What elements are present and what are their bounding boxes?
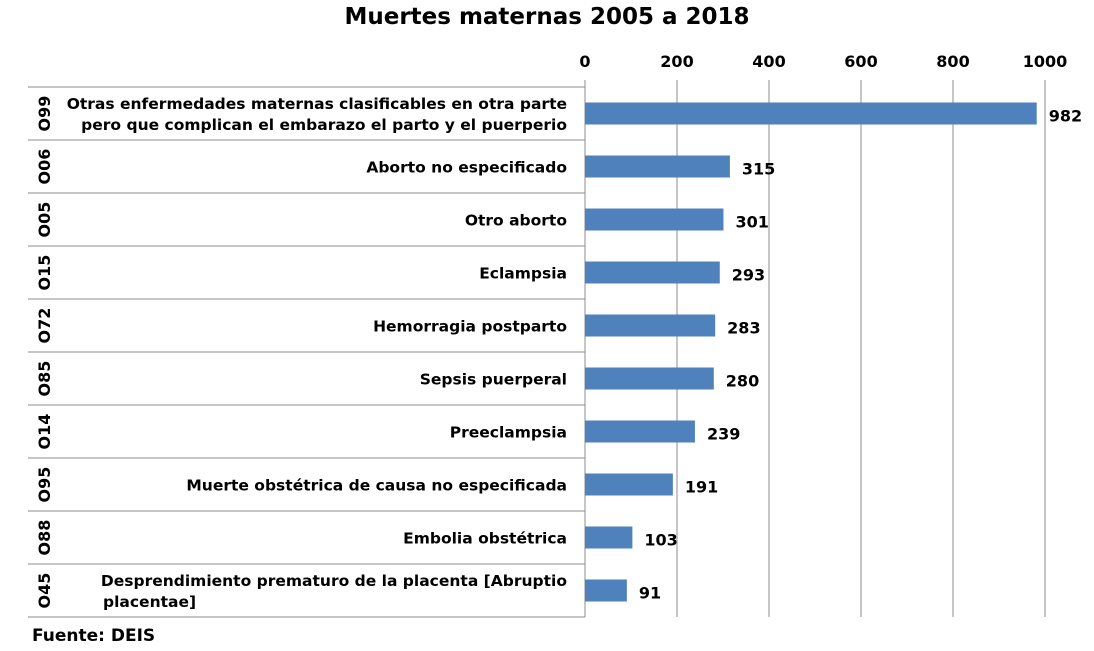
category-label: pero que complican el embarazo el parto … xyxy=(81,116,567,134)
category-code: O72 xyxy=(35,308,54,344)
category-code: O45 xyxy=(35,573,54,609)
data-label: 283 xyxy=(727,319,760,338)
category-label: Otro aborto xyxy=(465,212,567,230)
category-label: Aborto no especificado xyxy=(366,159,567,177)
category-label: Hemorragia postparto xyxy=(373,318,567,336)
bar xyxy=(585,420,695,443)
category-code: O88 xyxy=(35,520,54,556)
category-label: Sepsis puerperal xyxy=(420,371,567,389)
category-label: Muerte obstétrica de causa no especifica… xyxy=(186,477,567,495)
data-label: 301 xyxy=(735,213,768,232)
category-code: O85 xyxy=(35,361,54,397)
bar xyxy=(585,473,673,496)
x-tick-label: 800 xyxy=(936,52,969,71)
category-label: placentae] xyxy=(103,593,196,611)
data-label: 191 xyxy=(685,478,718,497)
x-tick-label: 600 xyxy=(844,52,877,71)
category-code: O95 xyxy=(35,467,54,503)
category-code: O15 xyxy=(35,255,54,291)
category-label: Embolia obstétrica xyxy=(403,530,567,548)
bar xyxy=(585,208,724,231)
category-code: O06 xyxy=(35,149,54,185)
category-code: O05 xyxy=(35,202,54,238)
bar xyxy=(585,579,627,602)
bar xyxy=(585,526,633,549)
category-label: Otras enfermedades maternas clasificable… xyxy=(67,95,567,113)
data-label: 293 xyxy=(732,266,765,285)
category-code: O14 xyxy=(35,414,54,450)
data-label: 982 xyxy=(1049,107,1082,126)
x-tick-label: 0 xyxy=(579,52,590,71)
x-tick-label: 200 xyxy=(660,52,693,71)
data-label: 280 xyxy=(726,372,759,391)
data-label: 239 xyxy=(707,425,740,444)
bar xyxy=(585,367,714,390)
category-label: Preeclampsia xyxy=(450,424,567,442)
category-label: Desprendimiento prematuro de la placenta… xyxy=(101,572,567,590)
data-label: 91 xyxy=(639,584,661,603)
x-tick-label: 400 xyxy=(752,52,785,71)
data-label: 315 xyxy=(742,160,775,179)
source-note: Fuente: DEIS xyxy=(32,626,156,646)
x-tick-label: 1000 xyxy=(1023,52,1068,71)
category-label: Eclampsia xyxy=(479,265,567,283)
bar xyxy=(585,314,716,337)
chart-title: Muertes maternas 2005 a 2018 xyxy=(344,4,750,30)
category-code: O99 xyxy=(35,96,54,132)
bar xyxy=(585,261,720,284)
bar xyxy=(585,102,1037,125)
bar xyxy=(585,155,730,178)
data-label: 103 xyxy=(644,531,677,550)
